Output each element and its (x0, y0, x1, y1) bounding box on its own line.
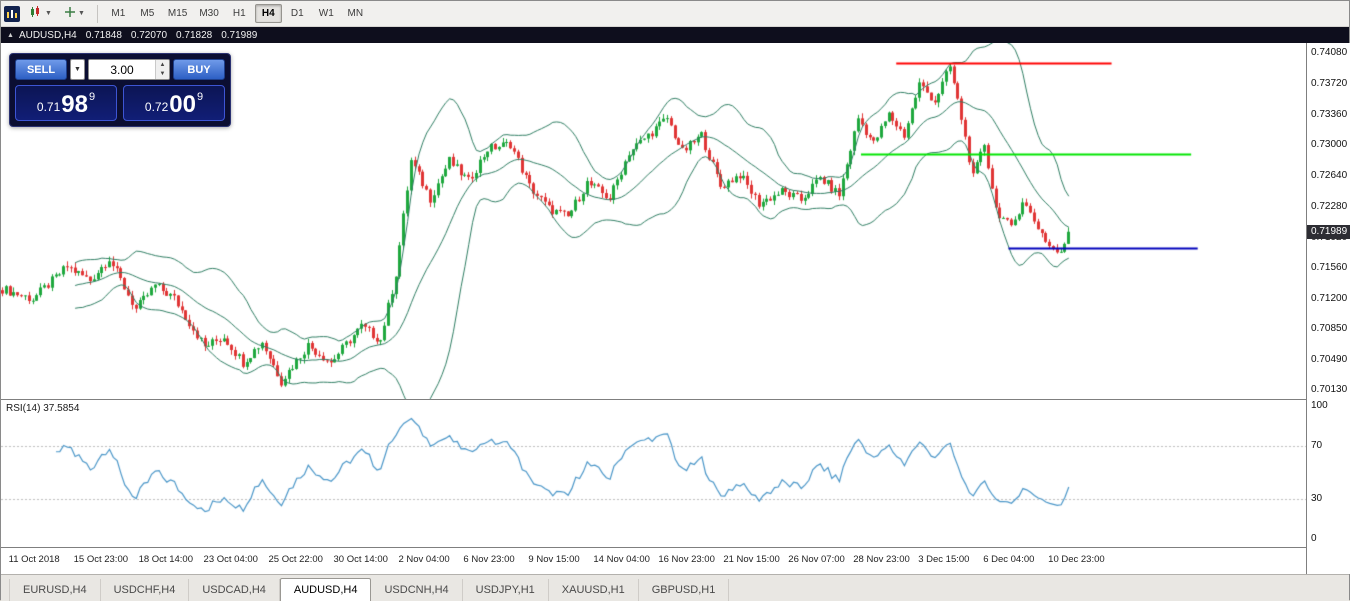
price-tick: 0.70130 (1311, 384, 1348, 396)
ohlc-low: 0.71828 (176, 29, 213, 41)
bid-price-box: 0.71 98 9 (15, 85, 117, 121)
price-tick: 0.74080 (1311, 47, 1348, 59)
chevron-down-icon: ▼ (77, 10, 85, 17)
price-tick: 0.73000 (1311, 139, 1348, 151)
toolbar-separator (96, 4, 98, 23)
bid-pipette: 9 (88, 91, 96, 103)
candlestick-chart-icon (30, 6, 43, 21)
toolbar: ▼ ▼ M1 M5 M15 M30 H1 H4 D1 W1 MN (1, 1, 1349, 27)
price-tick: 0.73360 (1311, 108, 1348, 120)
timeframe-button-m1[interactable]: M1 (105, 4, 132, 23)
price-tick: 0.70490 (1311, 353, 1348, 365)
time-axis-label: 3 Dec 15:00 (918, 554, 970, 565)
price-tick: 0.71560 (1311, 262, 1348, 274)
time-axis-label: 26 Nov 07:00 (788, 554, 845, 565)
bid-big-figure: 0.71 (36, 100, 61, 114)
ask-pipette: 9 (196, 91, 204, 103)
time-axis-label: 25 Oct 22:00 (268, 554, 323, 565)
current-price-badge: 0.71989 (1307, 224, 1350, 239)
volume-dropdown-button[interactable]: ▼ (70, 59, 85, 80)
timeframe-button-w1[interactable]: W1 (313, 4, 340, 23)
buy-button[interactable]: BUY (173, 59, 225, 80)
time-axis-label: 11 Oct 2018 (8, 554, 60, 565)
tab-usdcad-h4[interactable]: USDCAD,H4 (189, 579, 280, 601)
time-axis-label: 6 Nov 23:00 (463, 554, 515, 565)
timeframe-button-mn[interactable]: MN (342, 4, 369, 23)
time-axis-label: 30 Oct 14:00 (333, 554, 388, 565)
volume-input[interactable] (89, 60, 155, 79)
ohlc-open: 0.71848 (85, 29, 122, 41)
app-icon (4, 5, 20, 22)
timeframe-button-h1[interactable]: H1 (226, 4, 253, 23)
time-axis-label: 6 Dec 04:00 (983, 554, 1035, 565)
ohlc-high: 0.72070 (130, 29, 168, 41)
timeframe-button-m30[interactable]: M30 (194, 4, 223, 23)
rsi-scale-tick: 30 (1311, 493, 1323, 505)
order-controls-row: SELL ▼ ▲ ▼ BUY (15, 59, 225, 80)
one-click-trading-panel: SELL ▼ ▲ ▼ BUY 0.71 98 9 0.72 00 9 (9, 53, 231, 127)
bid-pips: 98 (61, 91, 88, 118)
time-axis-label: 16 Nov 23:00 (658, 554, 715, 565)
chevron-down-icon: ▼ (45, 10, 52, 17)
chart-tabs-bar: EURUSD,H4 USDCHF,H4 USDCAD,H4 AUDUSD,H4 … (1, 574, 1349, 601)
tab-usdjpy-h1[interactable]: USDJPY,H1 (463, 579, 549, 601)
new-chart-button[interactable]: ▼ (25, 4, 57, 24)
logo-candles-icon (7, 9, 17, 18)
ask-price-box: 0.72 00 9 (123, 85, 225, 121)
time-axis-label: 18 Oct 14:00 (138, 554, 193, 565)
volume-spinner: ▲ ▼ (155, 60, 169, 79)
volume-decrease-button[interactable]: ▼ (156, 69, 169, 79)
tab-usdcnh-h4[interactable]: USDCNH,H4 (371, 579, 463, 601)
time-axis-label: 23 Oct 04:00 (203, 554, 258, 565)
time-axis-label: 9 Nov 15:00 (528, 554, 580, 565)
timeframe-button-h4[interactable]: H4 (254, 4, 282, 23)
ask-pips: 00 (169, 91, 196, 118)
tab-xauusd-h1[interactable]: XAUUSD,H1 (549, 579, 639, 601)
sell-button[interactable]: SELL (15, 59, 67, 80)
price-tick: 0.72280 (1311, 200, 1348, 212)
rsi-indicator-label: RSI(14) 37.5854 (6, 403, 80, 414)
price-tick: 0.70850 (1311, 322, 1348, 334)
cursor-tool-button[interactable]: ▼ (59, 4, 90, 24)
time-axis-label: 21 Nov 15:00 (723, 554, 780, 565)
time-axis-label: 14 Nov 04:00 (593, 554, 650, 565)
volume-increase-button[interactable]: ▲ (156, 60, 169, 70)
crosshair-icon (64, 6, 76, 21)
tab-gbpusd-h1[interactable]: GBPUSD,H1 (639, 579, 730, 601)
rsi-scale-tick: 100 (1311, 400, 1328, 411)
price-chart-canvas[interactable] (1, 43, 1306, 399)
timeframe-button-m15[interactable]: M15 (163, 4, 192, 23)
tab-audusd-h4[interactable]: AUDUSD,H4 (279, 578, 372, 601)
axis-divider (1, 547, 1350, 548)
ask-big-figure: 0.72 (144, 100, 169, 114)
ohlc-close: 0.71989 (221, 29, 258, 41)
tab-usdchf-h4[interactable]: USDCHF,H4 (101, 579, 190, 601)
time-axis-label: 28 Nov 23:00 (853, 554, 910, 565)
rsi-scale-tick: 0 (1311, 533, 1317, 544)
quote-row: 0.71 98 9 0.72 00 9 (15, 85, 225, 121)
time-axis-label: 10 Dec 23:00 (1048, 554, 1105, 565)
time-axis-label: 2 Nov 04:00 (398, 554, 450, 565)
timeframe-button-m5[interactable]: M5 (134, 4, 161, 23)
volume-field-wrap: ▲ ▼ (88, 59, 170, 80)
timeframe-button-d1[interactable]: D1 (284, 4, 311, 23)
chevron-down-icon: ▼ (74, 66, 81, 73)
rsi-scale-tick: 70 (1311, 439, 1323, 451)
price-scale[interactable]: 0.74080 0.73720 0.73360 0.73000 0.72640 0.722… (1306, 43, 1350, 574)
price-tick: 0.71200 (1311, 293, 1348, 305)
price-tick: 0.73720 (1311, 77, 1348, 89)
rsi-canvas[interactable] (1, 400, 1306, 547)
chart-symbol-period: AUDUSD,H4 (18, 29, 77, 41)
time-axis[interactable]: 11 Oct 2018 15 Oct 23:00 18 Oct 14:00 23 Oc… (1, 548, 1306, 574)
tab-eurusd-h4[interactable]: EURUSD,H4 (9, 579, 101, 601)
window-marker-icon: ▲ (7, 31, 14, 39)
panel-divider[interactable] (1, 399, 1350, 400)
chart-titlebar: ▲ AUDUSD,H4 0.71848 0.72070 0.71828 0.71… (1, 27, 1349, 43)
time-axis-label: 15 Oct 23:00 (73, 554, 129, 565)
price-tick: 0.72640 (1311, 170, 1348, 182)
